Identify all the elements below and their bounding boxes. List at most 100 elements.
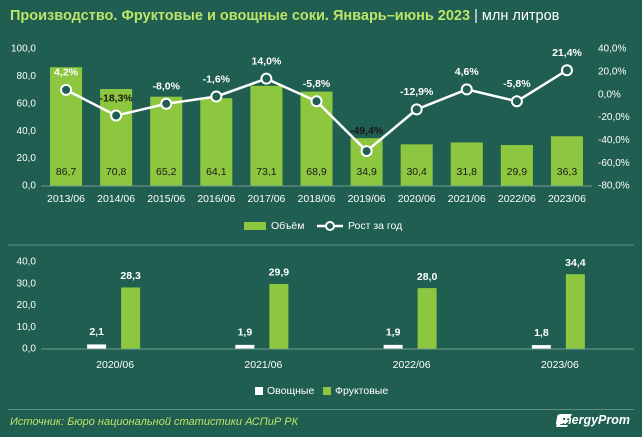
brand-logo: EnergyProm — [555, 413, 630, 427]
x-tick-label: 2021/06 — [448, 193, 486, 205]
x-tick-label: 2022/06 — [393, 359, 431, 371]
title-unit: млн литров — [481, 8, 560, 24]
title-separator: | — [474, 8, 478, 24]
y-tick-label: 40,0 — [17, 126, 37, 137]
legend-label-vegetable: Овощные — [267, 385, 314, 397]
bar — [250, 85, 283, 186]
y2-tick-label: -20,0% — [598, 112, 630, 123]
source-text: Источник: Бюро национальной статистики А… — [10, 416, 299, 428]
growth-label: 4,6% — [455, 66, 480, 78]
x-tick-label: 2018/06 — [298, 193, 336, 205]
bar-value-label: 34,4 — [565, 257, 586, 269]
x-tick-label: 2015/06 — [147, 193, 185, 205]
growth-label: 21,4% — [552, 47, 582, 59]
growth-point — [160, 97, 173, 110]
growth-point — [60, 83, 73, 96]
growth-label: -5,8% — [503, 78, 531, 90]
y2-tick-label: 0,0% — [598, 89, 621, 100]
legend-label-growth: Рост за год — [348, 220, 402, 232]
bar-value-label: 29,9 — [507, 166, 528, 178]
bar-vegetable — [235, 344, 255, 349]
growth-label: -12,9% — [400, 86, 434, 98]
bar — [150, 96, 183, 186]
growth-label: -8,0% — [153, 81, 181, 93]
bar-value-label: 64,1 — [206, 166, 227, 178]
y-tick-label: 100,0 — [11, 44, 36, 55]
bar-value-label: 2,1 — [89, 326, 104, 338]
growth-label: 14,0% — [252, 55, 282, 67]
energyprom-logo-icon — [555, 414, 572, 427]
growth-label: -1,6% — [203, 73, 231, 85]
legend-label-volume: Объём — [271, 220, 304, 232]
chart-title: Производство. Фруктовые и овощные соки. … — [10, 8, 471, 24]
bar-fruit — [269, 283, 289, 349]
x-tick-label: 2013/06 — [47, 193, 85, 205]
growth-point — [460, 83, 473, 96]
bar-value-label: 86,7 — [56, 166, 77, 178]
bar — [500, 145, 533, 186]
growth-point — [510, 95, 523, 108]
legend-swatch-growth-point — [325, 221, 335, 231]
growth-point — [210, 90, 223, 103]
legend-swatch-volume — [244, 222, 266, 230]
x-tick-label: 2021/06 — [244, 359, 282, 371]
bar-value-label: 1,9 — [386, 327, 401, 339]
bar-value-label: 65,2 — [156, 166, 177, 178]
growth-label: -5,8% — [303, 78, 331, 90]
growth-point — [410, 103, 423, 116]
y-tick-label: 20,0 — [17, 153, 37, 164]
legend-swatch-vegetable — [255, 387, 263, 395]
logo-text: EnergyProm — [555, 413, 630, 427]
bar-value-label: 31,8 — [457, 166, 478, 178]
x-tick-label: 2014/06 — [97, 193, 135, 205]
y-tick-label: 20,0 — [17, 300, 37, 311]
bar — [200, 98, 233, 186]
bar — [300, 91, 333, 186]
growth-label: 4,2% — [54, 67, 79, 79]
y2-tick-label: -80,0% — [598, 181, 630, 192]
y2-tick-label: 20,0% — [598, 66, 626, 77]
bar-value-label: 29,9 — [269, 267, 290, 279]
y2-tick-label: 40,0% — [598, 44, 626, 55]
y2-tick-label: -40,0% — [598, 135, 630, 146]
x-tick-label: 2023/06 — [548, 193, 586, 205]
y-tick-label: 10,0 — [17, 322, 37, 333]
bar-value-label: 28,0 — [417, 271, 438, 283]
x-tick-label: 2019/06 — [348, 193, 386, 205]
footer-divider — [8, 409, 634, 410]
bar-value-label: 30,4 — [406, 166, 427, 178]
bar — [550, 136, 583, 186]
bar — [400, 144, 433, 186]
bar-fruit — [121, 287, 141, 349]
y2-tick-label: -60,0% — [598, 158, 630, 169]
y-tick-label: 40,0 — [17, 257, 37, 268]
growth-label: -18,3% — [99, 92, 133, 104]
page-title: Производство. Фруктовые и овощные соки. … — [10, 8, 630, 24]
bar-value-label: 28,3 — [120, 270, 141, 282]
growth-point — [260, 72, 273, 85]
bar-value-label: 68,9 — [306, 166, 327, 178]
bar-value-label: 1,9 — [238, 327, 253, 339]
growth-point — [110, 109, 123, 122]
bar-value-label: 36,3 — [557, 166, 578, 178]
bar-value-label: 70,8 — [106, 166, 127, 178]
bar — [450, 142, 483, 186]
bar-vegetable — [531, 345, 551, 349]
x-tick-label: 2016/06 — [197, 193, 235, 205]
y-tick-label: 30,0 — [17, 278, 37, 289]
y-tick-label: 0,0 — [22, 344, 36, 355]
legend-swatch-fruit — [323, 387, 331, 395]
x-tick-label: 2020/06 — [398, 193, 436, 205]
bar-value-label: 73,1 — [256, 166, 277, 178]
x-tick-label: 2017/06 — [247, 193, 285, 205]
bar-value-label: 1,8 — [534, 327, 549, 339]
growth-point — [310, 95, 323, 108]
x-tick-label: 2020/06 — [96, 359, 134, 371]
bar-value-label: 34,9 — [356, 166, 377, 178]
growth-point — [360, 145, 373, 158]
legend-label-fruit: Фруктовые — [335, 385, 388, 397]
x-tick-label: 2022/06 — [498, 193, 536, 205]
y-tick-label: 60,0 — [17, 98, 37, 109]
